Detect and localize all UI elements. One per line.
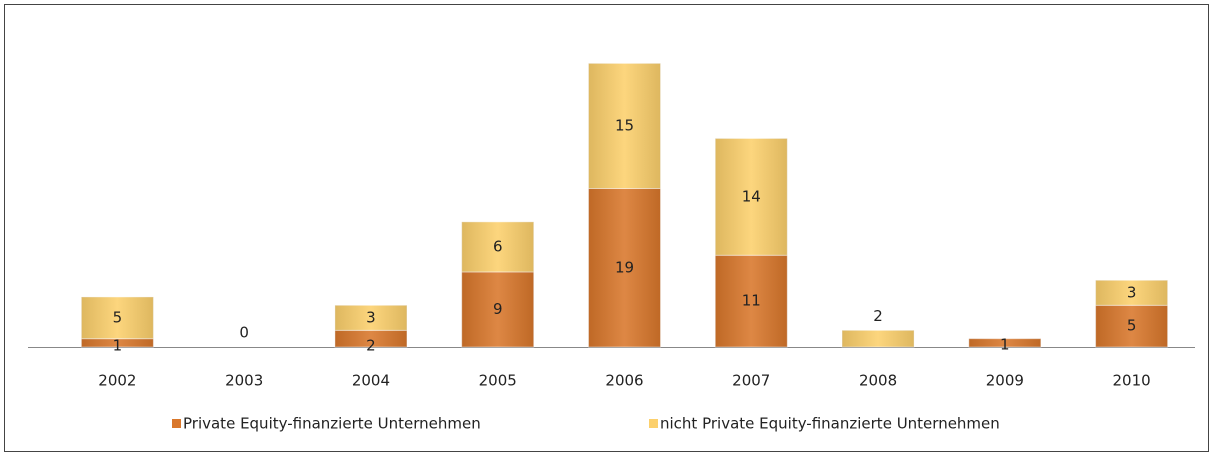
bar-shine	[968, 338, 1041, 347]
data-label: 3	[1127, 283, 1137, 301]
bar-shine	[588, 188, 661, 347]
x-tick-label: 2008	[859, 372, 897, 390]
data-label: 1	[1000, 336, 1010, 354]
bar-shine	[1095, 305, 1168, 347]
bar-shine	[334, 305, 407, 331]
data-label: 11	[742, 292, 761, 310]
data-label: 9	[493, 300, 503, 318]
data-label: 14	[742, 187, 761, 205]
bar-shine	[461, 221, 534, 272]
x-tick-label: 2010	[1113, 372, 1151, 390]
bar-shine	[715, 138, 788, 256]
bar-shine	[461, 271, 534, 347]
data-label: 5	[1127, 317, 1137, 335]
x-tick-label: 2009	[986, 372, 1024, 390]
data-label: 2	[873, 307, 883, 325]
data-label: 6	[493, 237, 503, 255]
x-tick-label: 2004	[352, 372, 390, 390]
data-label: 0	[239, 324, 249, 342]
data-label: 15	[615, 116, 634, 134]
data-label: 19	[615, 258, 634, 276]
x-tick-label: 2007	[732, 372, 770, 390]
bar-shine	[842, 330, 915, 347]
legend-swatch	[172, 419, 181, 428]
data-label: 2	[366, 337, 376, 355]
legend-label: Private Equity-finanzierte Unternehmen	[183, 415, 481, 433]
x-tick-label: 2002	[98, 372, 136, 390]
x-tick-label: 2006	[605, 372, 643, 390]
data-label: 3	[366, 308, 376, 326]
bar-shine	[1095, 280, 1168, 306]
bar-shine	[81, 338, 154, 347]
x-tick-label: 2005	[479, 372, 517, 390]
bar-shine	[715, 255, 788, 347]
legend-label: nicht Private Equity-finanzierte Unterne…	[660, 415, 1000, 433]
bar-shine	[588, 63, 661, 189]
data-label: 1	[113, 337, 123, 355]
x-tick-label: 2003	[225, 372, 263, 390]
data-label: 5	[113, 308, 123, 326]
bar-shine	[81, 296, 154, 339]
legend-swatch	[649, 419, 658, 428]
bar-shine	[334, 330, 407, 347]
